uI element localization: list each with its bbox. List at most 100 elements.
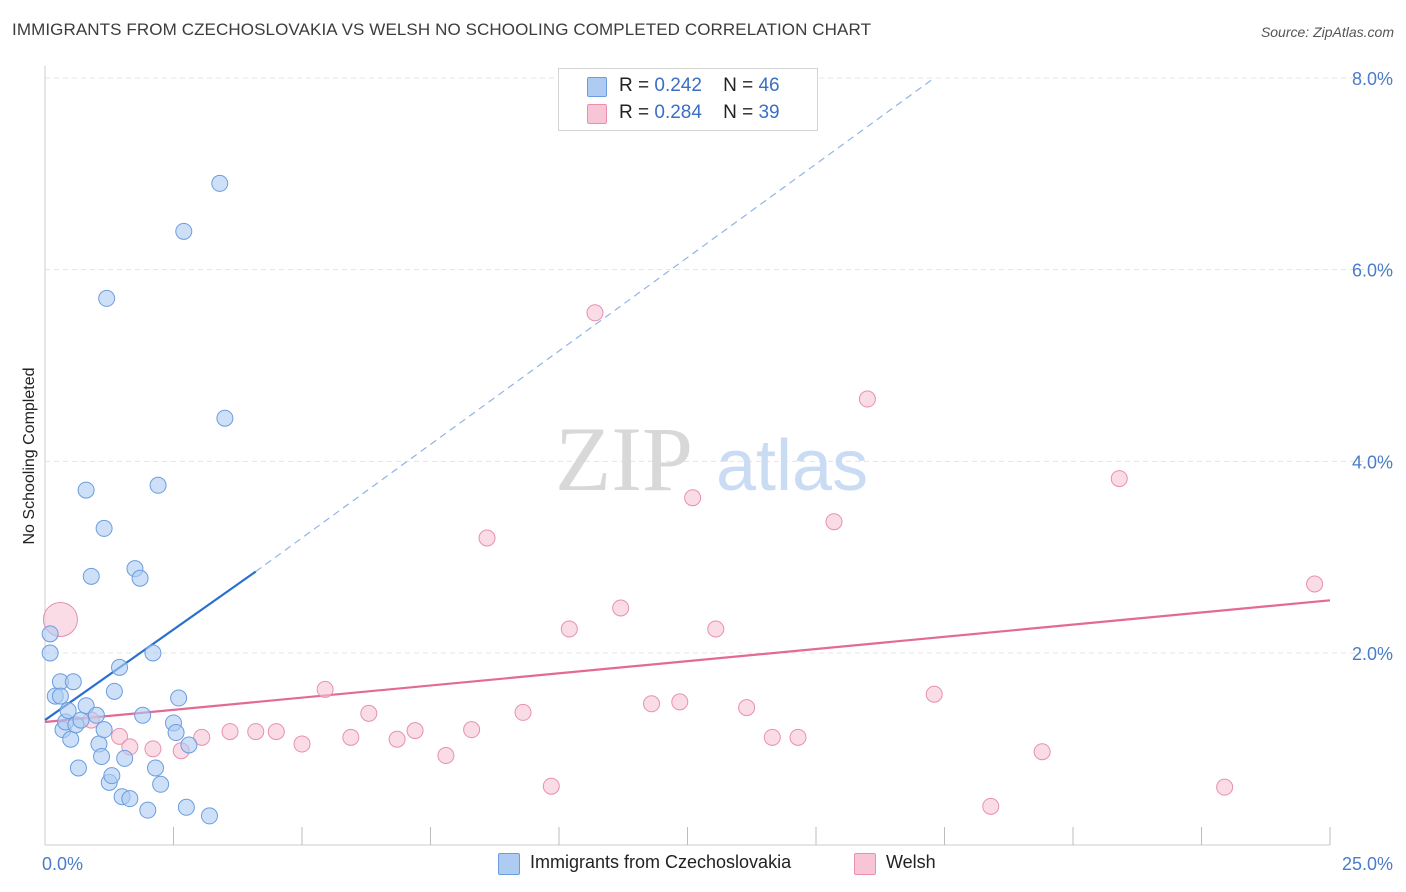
data-point-welsh (684, 489, 702, 507)
data-point-welsh (1216, 778, 1234, 796)
legend-swatch-pink (587, 104, 607, 124)
data-point-welsh (360, 704, 378, 722)
trendline-welsh (44, 599, 1331, 724)
data-point-czechoslovakia (87, 706, 105, 724)
data-point-welsh (342, 728, 360, 746)
data-point-welsh (1306, 575, 1324, 593)
data-point-czechoslovakia (170, 689, 188, 707)
trend-layer (44, 77, 1331, 724)
data-point-czechoslovakia (149, 476, 167, 494)
data-point-czechoslovakia (41, 625, 59, 643)
chart-title: IMMIGRANTS FROM CZECHOSLOVAKIA VS WELSH … (12, 20, 872, 39)
data-point-welsh (406, 722, 424, 740)
data-point-welsh (478, 529, 496, 547)
data-point-czechoslovakia (111, 658, 129, 676)
y-tick-label: 2.0% (1352, 644, 1393, 664)
data-point-welsh (247, 723, 265, 741)
x-tick-label: 0.0% (42, 854, 83, 874)
data-point-welsh (388, 730, 406, 748)
point-layer (41, 174, 1324, 825)
y-axis-label: No Schooling Completed (21, 368, 38, 545)
watermark-zip: ZIP (555, 408, 693, 510)
data-point-czechoslovakia (64, 673, 82, 691)
data-point-welsh (858, 390, 876, 408)
data-point-czechoslovakia (180, 736, 198, 754)
legend-swatch-pink (854, 853, 876, 875)
data-point-czechoslovakia (62, 730, 80, 748)
legend-r-label: R = (619, 102, 650, 123)
data-point-welsh (221, 723, 239, 741)
x-tick-label: 25.0% (1342, 854, 1393, 874)
data-point-welsh (643, 695, 661, 713)
data-point-czechoslovakia (216, 409, 234, 427)
watermark-atlas: atlas (716, 426, 868, 506)
trendline-czechoslovakia-extension (255, 77, 935, 573)
data-point-welsh (193, 728, 211, 746)
data-point-welsh (825, 513, 843, 531)
data-point-czechoslovakia (98, 289, 116, 307)
legend-label: Welsh (886, 852, 936, 872)
data-point-welsh (316, 680, 334, 698)
correlation-legend: R = 0.242 N = 46 R = 0.284 N = 39 (558, 68, 818, 131)
data-point-welsh (1110, 470, 1128, 488)
data-point-czechoslovakia (69, 759, 87, 777)
data-point-welsh (437, 747, 455, 765)
data-point-welsh (560, 620, 578, 638)
data-point-welsh (707, 620, 725, 638)
y-tick-label: 8.0% (1352, 69, 1393, 89)
data-point-czechoslovakia (144, 644, 162, 662)
data-point-czechoslovakia (139, 801, 157, 819)
data-point-czechoslovakia (77, 481, 95, 499)
source-label: Source: ZipAtlas.com (1260, 24, 1394, 40)
data-point-welsh (982, 797, 1000, 815)
data-point-czechoslovakia (95, 721, 113, 739)
data-point-welsh (111, 727, 129, 745)
data-point-welsh (671, 693, 689, 711)
data-point-czechoslovakia (152, 775, 170, 793)
data-point-czechoslovakia (147, 759, 165, 777)
data-point-czechoslovakia (95, 519, 113, 537)
y-tick-label: 4.0% (1352, 452, 1393, 472)
data-point-welsh (586, 304, 604, 322)
data-point-czechoslovakia (175, 222, 193, 240)
legend-label: Immigrants from Czechoslovakia (530, 852, 792, 872)
legend-r-value: 0.242 (654, 75, 702, 96)
grid-layer (45, 77, 1395, 654)
y-tick-label: 6.0% (1352, 261, 1393, 281)
data-point-welsh (144, 740, 162, 758)
data-point-welsh (738, 699, 756, 717)
data-point-czechoslovakia (41, 644, 59, 662)
data-point-czechoslovakia (103, 767, 121, 785)
legend-n-value: 39 (758, 102, 780, 123)
data-point-welsh (267, 723, 285, 741)
watermark: ZIP atlas (555, 408, 868, 510)
data-point-czechoslovakia (51, 687, 69, 705)
data-point-czechoslovakia (131, 569, 149, 587)
data-point-czechoslovakia (72, 711, 90, 729)
axis-layer: 2.0% 4.0% 6.0% 8.0% 0.0% 25.0% (42, 66, 1393, 874)
series-legend: Immigrants from Czechoslovakia Welsh (0, 852, 1406, 878)
data-point-welsh (514, 703, 532, 721)
data-point-czechoslovakia (177, 798, 195, 816)
data-point-czechoslovakia (59, 702, 77, 719)
data-point-welsh (1033, 743, 1051, 761)
data-point-czechoslovakia (167, 724, 185, 742)
data-point-welsh (612, 599, 630, 617)
legend-n-label: N = (723, 75, 754, 96)
data-point-czechoslovakia (105, 682, 123, 700)
legend-n-value: 46 (758, 75, 780, 96)
data-point-welsh (293, 735, 311, 753)
data-point-welsh (542, 777, 560, 795)
data-point-welsh (763, 728, 781, 746)
data-point-czechoslovakia (93, 748, 111, 765)
data-point-czechoslovakia (211, 174, 229, 192)
data-point-czechoslovakia (200, 807, 218, 825)
data-point-czechoslovakia (121, 790, 139, 808)
data-point-welsh (789, 728, 807, 746)
legend-r-value: 0.284 (654, 102, 702, 123)
legend-n-label: N = (723, 102, 754, 123)
data-point-czechoslovakia (134, 706, 152, 724)
legend-r-label: R = (619, 75, 650, 96)
legend-swatch-blue (498, 853, 520, 875)
